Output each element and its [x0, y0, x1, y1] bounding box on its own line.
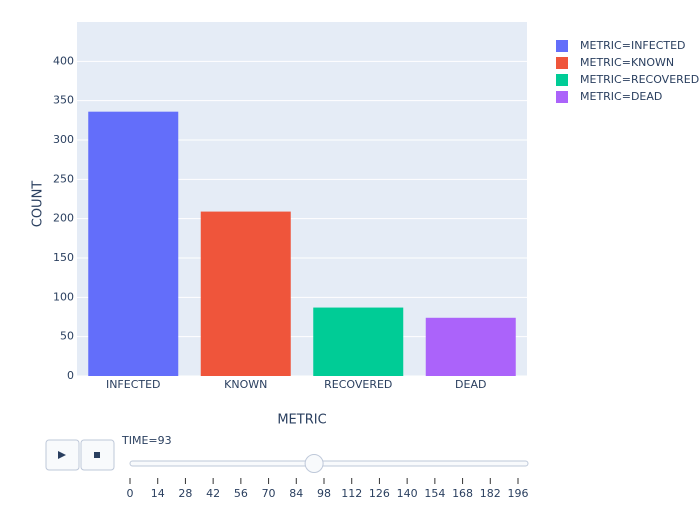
slider-tick-label: 56: [234, 487, 248, 500]
y-tick-label: 0: [67, 369, 74, 382]
slider-tick-label: 196: [508, 487, 529, 500]
bar: [200, 211, 291, 376]
slider-tick-label: 112: [341, 487, 362, 500]
x-tick-label: RECOVERED: [324, 378, 392, 391]
y-tick-label: 150: [53, 251, 74, 264]
slider-track[interactable]: [129, 460, 529, 467]
legend-label[interactable]: METRIC=RECOVERED: [580, 73, 699, 86]
y-tick-label: 250: [53, 172, 74, 185]
slider-tick-label: 42: [206, 487, 220, 500]
slider-tick-label: 28: [178, 487, 192, 500]
legend-swatch[interactable]: [556, 74, 568, 86]
slider-tick-label: 140: [397, 487, 418, 500]
slider-tick-label: 98: [317, 487, 331, 500]
y-axis-title: COUNT: [31, 181, 46, 228]
slider-tick-label: 182: [480, 487, 501, 500]
bar: [313, 307, 404, 376]
bar: [425, 317, 516, 376]
slider-tick-label: 70: [262, 487, 276, 500]
legend-label[interactable]: METRIC=DEAD: [580, 90, 662, 103]
slider-tick-label: 14: [151, 487, 165, 500]
slider-handle[interactable]: [304, 454, 324, 473]
legend-swatch[interactable]: [556, 91, 568, 103]
slider-current-label: TIME=93: [121, 434, 172, 447]
legend-label[interactable]: METRIC=INFECTED: [580, 39, 686, 52]
y-tick-label: 350: [53, 94, 74, 107]
legend-label[interactable]: METRIC=KNOWN: [580, 56, 674, 69]
y-tick-label: 50: [60, 330, 74, 343]
slider-tick-label: 168: [452, 487, 473, 500]
y-tick-label: 200: [53, 212, 74, 225]
bar: [88, 111, 179, 377]
slider-tick-label: 0: [127, 487, 134, 500]
x-tick-label: KNOWN: [224, 378, 267, 391]
x-axis-title: METRIC: [277, 413, 326, 428]
play-button[interactable]: [45, 439, 80, 471]
slider-tick-label: 154: [424, 487, 445, 500]
slider-tick-label: 84: [289, 487, 303, 500]
y-tick-label: 400: [53, 54, 74, 67]
y-tick-label: 300: [53, 133, 74, 146]
y-tick-label: 100: [53, 290, 74, 303]
slider-tick-label: 126: [369, 487, 390, 500]
legend-swatch[interactable]: [556, 40, 568, 52]
stop-button[interactable]: [80, 439, 115, 471]
legend-swatch[interactable]: [556, 57, 568, 69]
x-tick-label: DEAD: [455, 378, 486, 391]
x-tick-label: INFECTED: [106, 378, 161, 391]
